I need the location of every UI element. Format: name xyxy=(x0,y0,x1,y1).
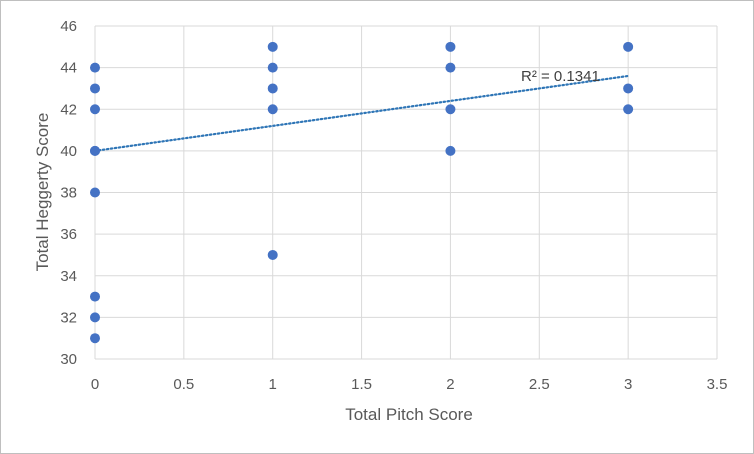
x-tick-label: 2.5 xyxy=(529,376,550,393)
data-point xyxy=(90,145,100,156)
data-point xyxy=(267,249,278,260)
data-points xyxy=(90,41,634,344)
y-tick-label: 42 xyxy=(60,101,77,118)
x-tick-label: 0.5 xyxy=(173,376,194,393)
data-point xyxy=(623,83,634,94)
x-axis-title: Total Pitch Score xyxy=(345,405,473,424)
x-tick-label: 3.5 xyxy=(707,376,728,393)
y-tick-label: 36 xyxy=(60,226,77,243)
data-point xyxy=(90,104,100,115)
data-point xyxy=(90,333,100,344)
x-tick-label: 1 xyxy=(269,376,277,393)
data-point xyxy=(267,41,278,52)
data-point xyxy=(267,62,278,73)
data-point xyxy=(90,187,100,198)
data-point xyxy=(90,291,100,302)
r-squared-label: R² = 0.1341 xyxy=(521,68,600,85)
y-tick-label: 38 xyxy=(60,185,77,202)
y-axis-title: Total Heggerty Score xyxy=(33,113,52,272)
y-tick-label: 44 xyxy=(60,60,77,77)
y-tick-label: 34 xyxy=(60,268,77,285)
data-point xyxy=(267,83,278,94)
y-tick-label: 30 xyxy=(60,351,77,368)
data-point xyxy=(445,145,456,156)
y-tick-label: 40 xyxy=(60,143,77,160)
data-point xyxy=(623,41,634,52)
x-tick-label: 0 xyxy=(91,376,99,393)
data-point xyxy=(445,104,456,115)
y-tick-labels: 30 32 34 36 38 40 42 44 46 xyxy=(60,18,77,368)
x-tick-label: 3 xyxy=(624,376,632,393)
data-point xyxy=(445,41,456,52)
data-point xyxy=(90,83,100,94)
y-tick-label: 32 xyxy=(60,309,77,326)
x-tick-label: 2 xyxy=(446,376,454,393)
trendline xyxy=(93,74,630,152)
x-tick-label: 1.5 xyxy=(351,376,372,393)
x-tick-labels: 0 0.5 1 1.5 2 2.5 3 3.5 xyxy=(91,376,728,393)
data-point xyxy=(267,104,278,115)
data-point xyxy=(445,62,456,73)
data-point xyxy=(90,312,100,323)
y-tick-label: 46 xyxy=(60,18,77,35)
data-point xyxy=(90,62,100,73)
data-point xyxy=(623,104,634,115)
